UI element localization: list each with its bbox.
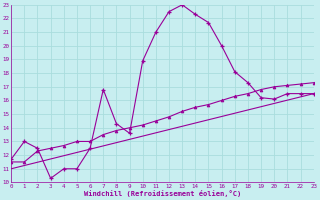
X-axis label: Windchill (Refroidissement éolien,°C): Windchill (Refroidissement éolien,°C) — [84, 190, 241, 197]
